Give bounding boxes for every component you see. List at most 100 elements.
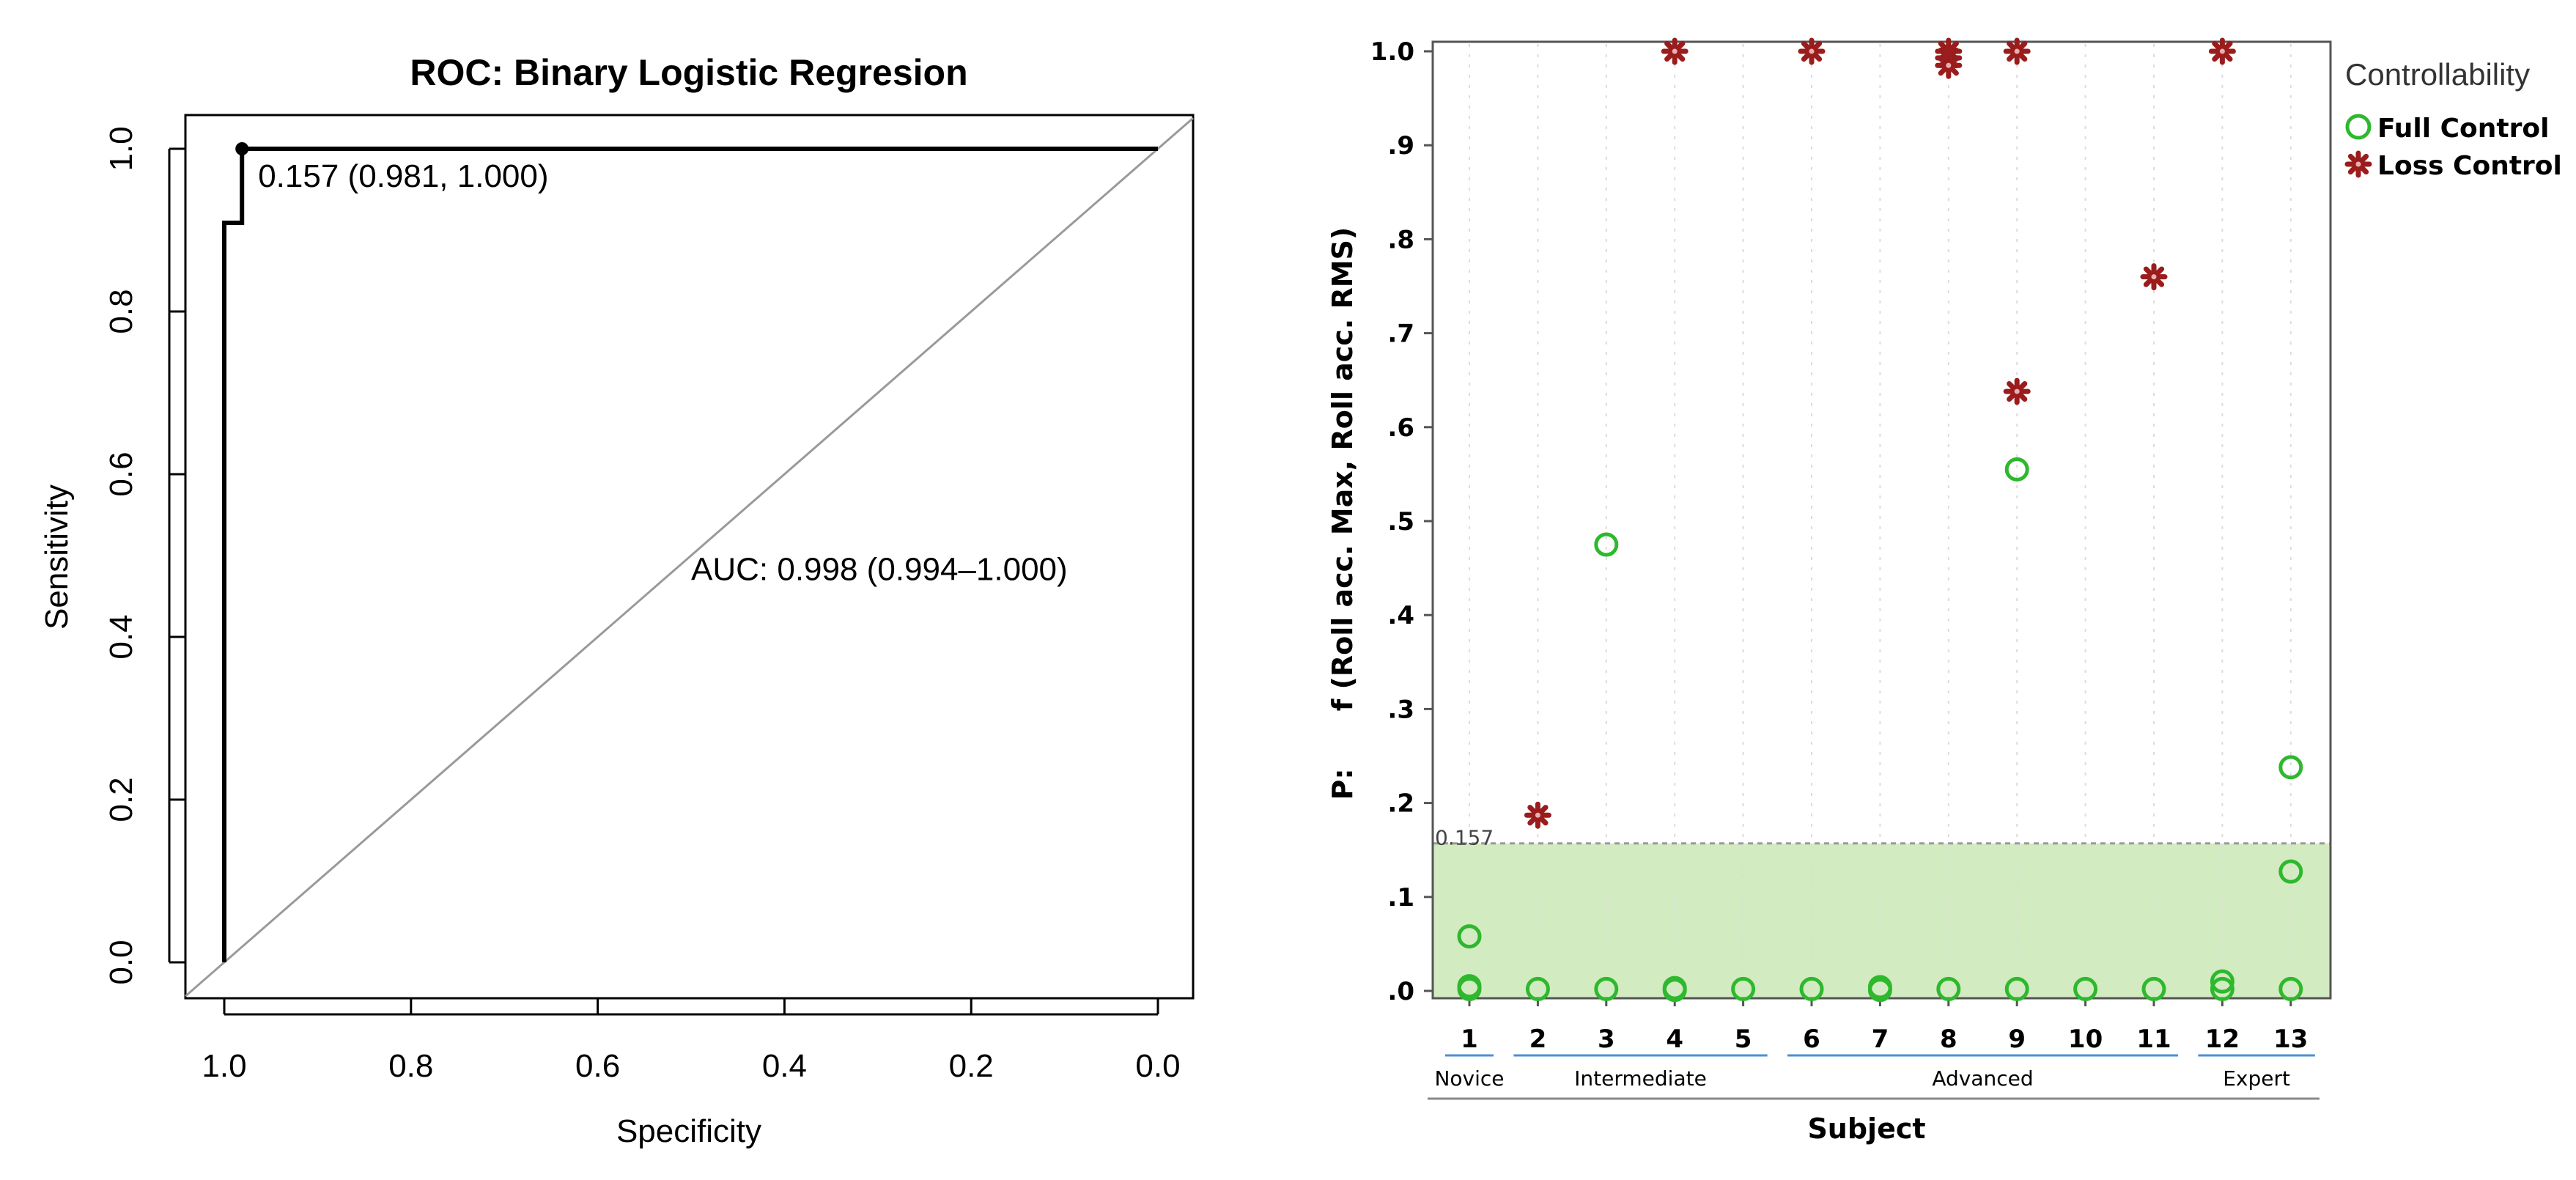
full-control-point	[1662, 978, 1687, 1003]
scatter-x-axis-title: Subject	[1807, 1113, 1925, 1145]
full-control-point	[1936, 976, 1961, 1001]
full-control-point	[2210, 969, 2234, 994]
roc-x-tick-label: 1.0	[202, 1048, 246, 1084]
scatter-x-tick-label: 2	[1529, 1025, 1547, 1054]
star-center	[2151, 274, 2157, 280]
legend-star-glyph	[2344, 150, 2372, 178]
loss-control-point	[2140, 263, 2168, 291]
scatter-x-tick-label: 10	[2068, 1025, 2103, 1054]
star-center	[2014, 48, 2020, 54]
full-control-point	[2278, 755, 2303, 780]
scatter-y-tick-label: .5	[1387, 507, 1414, 536]
star-center	[1946, 62, 1952, 68]
scatter-x-tick-label: 13	[2273, 1025, 2308, 1054]
scatter-y-tick-label: 1.0	[1370, 37, 1414, 67]
roc-y-axis: 0.0 0.2 0.4 0.6 0.8 1.0	[103, 126, 185, 985]
roc-y-tick-label: 0.4	[103, 614, 139, 659]
loss-control-point	[1798, 37, 1826, 65]
full-control-point	[2278, 976, 2303, 1001]
scatter-x-tick-label: 5	[1735, 1025, 1752, 1054]
scatter-y-tick-label: .8	[1387, 225, 1414, 254]
roc-plot-frame	[184, 114, 1195, 1000]
full-control-point	[1457, 976, 1482, 1001]
roc-auc-label: AUC: 0.998 (0.994–1.000)	[691, 551, 1068, 587]
roc-y-tick-label: 0.2	[103, 777, 139, 822]
roc-x-tick-label: 0.6	[575, 1048, 620, 1084]
full-control-point	[1457, 924, 1482, 949]
roc-title: ROC: Binary Logistic Regresion	[410, 52, 967, 93]
roc-reference-line	[185, 117, 1194, 998]
roc-threshold-point	[235, 142, 249, 155]
roc-y-tick-label: 1.0	[103, 126, 139, 171]
roc-y-tick-label: 0.6	[103, 451, 139, 496]
loss-control-point	[1524, 801, 1551, 829]
star-center	[1672, 48, 1678, 54]
full-control-point	[1731, 976, 1756, 1001]
roc-chart: ROC: Binary Logistic Regresion 0.157 (0.…	[39, 52, 1195, 1149]
roc-threshold-label: 0.157 (0.981, 1.000)	[258, 158, 548, 194]
roc-x-tick-label: 0.8	[388, 1048, 433, 1084]
star-center	[2014, 388, 2020, 394]
legend-full-control-marker	[2345, 114, 2372, 140]
legend: Controllability Full Control Loss Contro…	[2344, 57, 2562, 181]
full-control-point	[1594, 976, 1619, 1001]
scatter-x-tick-label: 1	[1461, 1025, 1478, 1054]
subject-gridlines	[1469, 44, 2292, 995]
scatter-y-tick-label: .2	[1387, 789, 1414, 819]
scatter-y-axis-prefix: P:	[1326, 768, 1359, 800]
scatter-x-tick-label: 7	[1872, 1025, 1889, 1054]
loss-control-point	[2208, 37, 2236, 65]
scatter-x-tick-label: 4	[1666, 1025, 1683, 1054]
loss-control-point	[2003, 377, 2031, 405]
legend-loss-control-marker	[2344, 150, 2372, 178]
full-control-point	[2073, 976, 2098, 1001]
roc-x-axis-title: Specificity	[616, 1113, 761, 1149]
loss-control-point	[2003, 37, 2031, 65]
full-control-point	[1867, 978, 1892, 1003]
scatter-y-tick-label: .6	[1387, 413, 1414, 443]
scatter-x-tick-label: 8	[1940, 1025, 1957, 1054]
full-control-point	[2141, 976, 2166, 1001]
full-control-point	[2210, 976, 2234, 1001]
star-center	[2355, 161, 2361, 167]
star-center	[2219, 48, 2225, 54]
scatter-y-axis-title: f (Roll acc. Max, Roll acc. RMS)	[1326, 227, 1359, 712]
group-label: Advanced	[1932, 1066, 2033, 1091]
threshold-label: 0.157	[1435, 826, 1494, 850]
scatter-x-axis: 1 2 3 4 5 6 7 8 9 10 11 12 13	[1461, 998, 2308, 1054]
scatter-y-tick-label: .7	[1387, 320, 1414, 349]
full-control-point	[1594, 532, 1619, 557]
full-control-point	[2004, 976, 2029, 1001]
scatter-x-tick-label: 9	[2008, 1025, 2026, 1054]
scatter-y-axis: .0 .1 .2 .3 .4 .5 .6 .7 .8 .9 1.0	[1370, 37, 1433, 1006]
scatter-points	[1457, 37, 2303, 1003]
scatter-y-tick-label: .4	[1387, 601, 1414, 630]
star-center	[1535, 812, 1540, 818]
scatter-y-tick-label: .9	[1387, 131, 1414, 161]
full-control-point	[2278, 859, 2303, 884]
roc-y-tick-label: 0.8	[103, 289, 139, 333]
scatter-y-tick-label: .3	[1387, 695, 1414, 724]
scatter-x-tick-label: 12	[2205, 1025, 2240, 1054]
full-control-point	[2004, 457, 2029, 482]
legend-loss-control-label: Loss Control	[2377, 151, 2562, 181]
loss-control-point	[1661, 37, 1689, 65]
scatter-x-tick-label: 3	[1598, 1025, 1615, 1054]
legend-full-control-label: Full Control	[2377, 114, 2549, 144]
scatter-y-tick-label: .0	[1387, 977, 1414, 1006]
legend-title: Controllability	[2345, 57, 2530, 92]
loss-control-point	[1935, 51, 1963, 79]
full-control-point	[1799, 976, 1824, 1001]
experience-groups: Novice Intermediate Advanced Expert	[1428, 1054, 2319, 1100]
star-center	[1809, 48, 1815, 54]
roc-x-axis: 1.0 0.8 0.6 0.4 0.2 0.0	[202, 998, 1181, 1084]
scatter-x-tick-label: 11	[2136, 1025, 2171, 1054]
roc-x-tick-label: 0.0	[1135, 1048, 1180, 1084]
roc-x-tick-label: 0.4	[762, 1048, 807, 1084]
roc-curve-line	[222, 147, 1158, 962]
group-label: Expert	[2223, 1066, 2290, 1091]
roc-x-tick-label: 0.2	[949, 1048, 994, 1084]
scatter-y-tick-label: .1	[1387, 883, 1414, 912]
roc-y-axis-title: Sensitivity	[39, 484, 75, 630]
